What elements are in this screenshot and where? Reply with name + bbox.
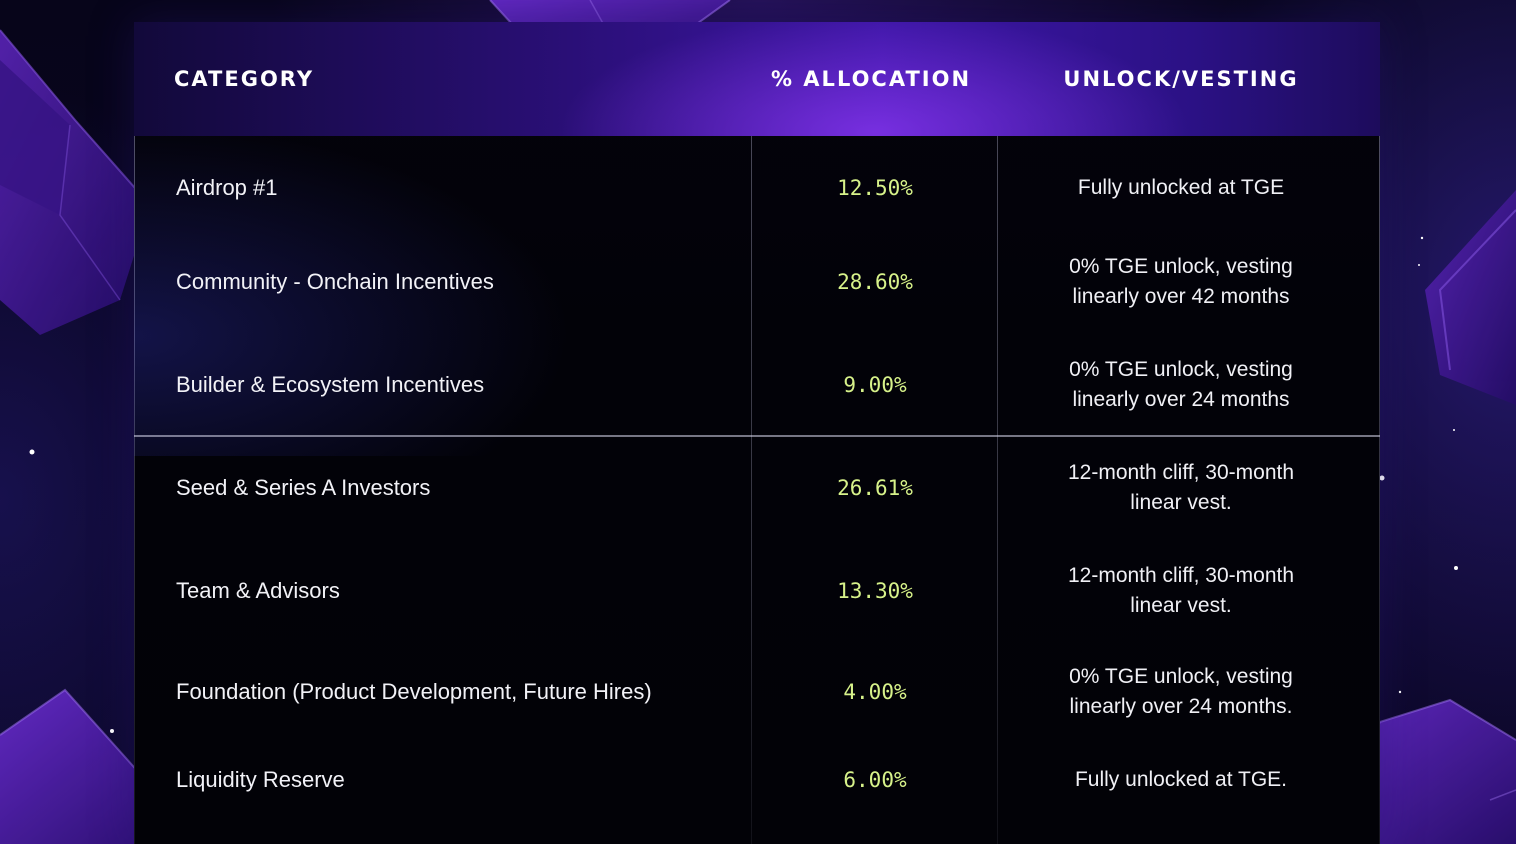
row-allocation: 6.00% xyxy=(843,768,907,792)
cube-icon xyxy=(0,29,151,335)
header-vesting: UNLOCK/VESTING xyxy=(1063,67,1299,91)
header-category: CATEGORY xyxy=(174,67,315,91)
row-category: Airdrop #1 xyxy=(176,175,278,200)
vesting-line: Fully unlocked at TGE. xyxy=(1074,768,1288,791)
row-vesting: Fully unlocked at TGE. xyxy=(998,742,1364,818)
column-divider xyxy=(751,136,752,844)
row-vesting: 0% TGE unlock, vesting linearly over 24 … xyxy=(998,642,1364,742)
vesting-line: 0% TGE unlock, vesting xyxy=(1069,665,1293,688)
row-group-divider xyxy=(134,435,1380,437)
table-header: CATEGORY % ALLOCATION UNLOCK/VESTING xyxy=(134,22,1380,136)
row-vesting: 12-month cliff, 30-month linear vest. xyxy=(998,437,1364,539)
row-vesting: Fully unlocked at TGE xyxy=(998,140,1364,236)
row-vesting: 0% TGE unlock, vesting linearly over 24 … xyxy=(998,334,1364,436)
row-category: Liquidity Reserve xyxy=(176,767,345,792)
row-category: Foundation (Product Development, Future … xyxy=(176,679,652,704)
table-border-left xyxy=(134,136,135,844)
header-allocation: % ALLOCATION xyxy=(770,67,972,91)
vesting-line: 0% TGE unlock, vesting xyxy=(1069,358,1293,381)
row-category: Team & Advisors xyxy=(176,578,340,603)
table-row: Builder & Ecosystem Incentives 9.00% 0% … xyxy=(134,334,1380,436)
vesting-line: 0% TGE unlock, vesting xyxy=(1069,255,1293,278)
table-row: Liquidity Reserve 6.00% Fully unlocked a… xyxy=(134,742,1380,818)
vesting-line: linearly over 24 months xyxy=(1072,388,1290,411)
table-row: Seed & Series A Investors 26.61% 12-mont… xyxy=(134,437,1380,539)
row-vesting: 0% TGE unlock, vesting linearly over 42 … xyxy=(998,236,1364,328)
row-allocation: 4.00% xyxy=(843,680,907,704)
star-icon xyxy=(29,236,1458,733)
row-category: Seed & Series A Investors xyxy=(176,475,431,500)
table-row: Team & Advisors 13.30% 12-month cliff, 3… xyxy=(134,540,1380,642)
table-row: Airdrop #1 12.50% Fully unlocked at TGE xyxy=(134,140,1380,236)
vesting-line: 12-month cliff, 30-month xyxy=(1067,564,1295,587)
vesting-line: linear vest. xyxy=(1130,594,1232,617)
table-border-right xyxy=(1379,136,1380,844)
row-allocation: 9.00% xyxy=(843,373,907,397)
row-allocation: 13.30% xyxy=(837,579,913,603)
vesting-line: linear vest. xyxy=(1130,491,1232,514)
table-row: Community - Onchain Incentives 28.60% 0%… xyxy=(134,236,1380,328)
row-category: Builder & Ecosystem Incentives xyxy=(176,372,485,397)
vesting-line: linearly over 24 months. xyxy=(1069,695,1293,718)
table-row: Foundation (Product Development, Future … xyxy=(134,642,1380,742)
row-vesting: 12-month cliff, 30-month linear vest. xyxy=(998,540,1364,642)
row-category: Community - Onchain Incentives xyxy=(176,269,494,294)
row-allocation: 28.60% xyxy=(837,270,913,294)
row-allocation: 12.50% xyxy=(837,176,913,200)
vesting-line: 12-month cliff, 30-month xyxy=(1067,461,1295,484)
row-allocation: 26.61% xyxy=(837,476,913,500)
allocation-table: CATEGORY % ALLOCATION UNLOCK/VESTING Air… xyxy=(134,22,1380,844)
vesting-line: Fully unlocked at TGE xyxy=(1077,176,1285,199)
column-divider xyxy=(997,136,998,844)
cube-icon xyxy=(1425,190,1516,405)
vesting-line: linearly over 42 months xyxy=(1072,285,1290,308)
